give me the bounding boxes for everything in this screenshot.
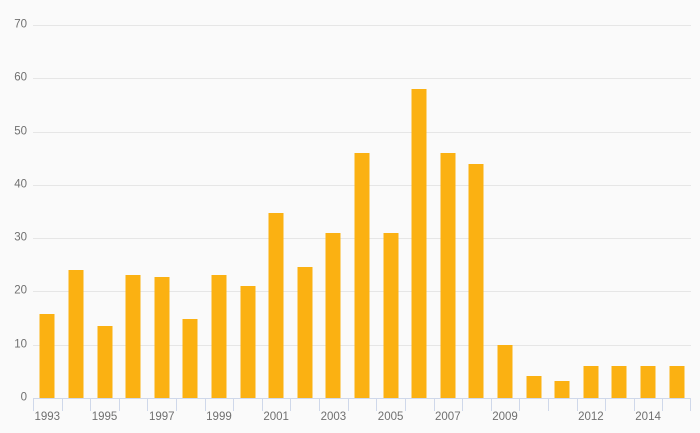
bar-slot — [605, 25, 634, 398]
x-axis-line — [33, 398, 691, 399]
bar-slot — [147, 25, 176, 398]
bar-2001[interactable] — [268, 212, 284, 398]
x-axis-tick — [376, 398, 378, 411]
bar-slot — [577, 25, 606, 398]
bar-slot — [519, 25, 548, 398]
bar-slot — [462, 25, 491, 398]
bar-2007[interactable] — [440, 152, 456, 398]
bar-slot — [434, 25, 463, 398]
bar-2004[interactable] — [354, 152, 370, 398]
x-axis-tick — [176, 398, 178, 411]
x-axis-tick — [576, 398, 578, 411]
x-axis-tick — [147, 398, 149, 411]
bar-2009[interactable] — [497, 344, 513, 398]
x-axis-tick — [519, 398, 521, 411]
x-axis-tick-label: 2001 — [263, 411, 289, 423]
plot-area — [33, 25, 691, 399]
bar-slot — [376, 25, 405, 398]
x-axis-tick-label: 1999 — [206, 411, 232, 423]
x-axis-tick — [662, 398, 664, 411]
bar-1998[interactable] — [182, 319, 198, 398]
x-axis-tick-label: 1995 — [91, 411, 118, 423]
x-axis-tick — [633, 398, 635, 411]
bar-slot — [233, 25, 262, 398]
y-axis-tick-label: 50 — [14, 124, 27, 137]
bar-2010[interactable] — [526, 375, 542, 398]
y-axis-tick-label: 30 — [14, 231, 27, 244]
x-axis: 1993 1995 1997 1999 2001 2003 2005 2007 2009 2012… — [33, 398, 691, 433]
x-axis-tick-label: 1993 — [34, 411, 61, 423]
x-axis-tick — [90, 398, 92, 411]
x-axis-tick-label: 2003 — [320, 411, 347, 423]
x-axis-tick — [462, 398, 464, 411]
bar-2014[interactable] — [640, 366, 656, 398]
bar-series — [33, 25, 691, 398]
x-axis-tick — [33, 398, 34, 411]
bar-1994[interactable] — [68, 270, 84, 398]
y-axis-labels: 0 10 20 30 40 50 60 70 — [0, 19, 27, 403]
x-axis-tick — [433, 398, 435, 411]
x-axis-tick-label: 2005 — [377, 411, 404, 423]
bar-2008[interactable] — [468, 163, 484, 398]
x-axis-tick — [690, 398, 691, 411]
x-axis-tick-label: 1997 — [148, 411, 175, 423]
y-axis-tick-label: 40 — [14, 178, 27, 191]
x-axis-tick — [261, 398, 263, 411]
x-axis-tick — [61, 398, 63, 411]
bar-2006[interactable] — [411, 88, 427, 398]
bar-slot — [90, 25, 119, 398]
y-axis-tick-label: 60 — [14, 71, 27, 84]
bar-slot — [405, 25, 434, 398]
bar-1995[interactable] — [97, 326, 112, 398]
bar-slot — [662, 25, 691, 398]
bar-slot — [319, 25, 348, 398]
bar-slot — [634, 25, 663, 398]
bar-slot — [348, 25, 377, 398]
bar-slot — [491, 25, 520, 398]
x-axis-tick-label: 2009 — [492, 411, 518, 423]
x-axis-tick — [404, 398, 406, 411]
y-axis-tick-label: 20 — [14, 284, 27, 297]
bar-2003[interactable] — [325, 232, 341, 398]
bar-2015[interactable] — [669, 366, 685, 398]
x-axis-tick — [233, 398, 235, 411]
bar-1997[interactable] — [154, 276, 170, 398]
bar-2011[interactable] — [554, 381, 570, 398]
x-axis-tick — [319, 398, 321, 411]
bar-slot — [176, 25, 205, 398]
y-axis-tick-label: 0 — [20, 391, 27, 404]
bar-slot — [33, 25, 62, 398]
x-axis-tick — [118, 398, 120, 411]
bar-slot — [262, 25, 291, 398]
x-axis-tick — [347, 398, 349, 411]
bar-1999[interactable] — [211, 275, 227, 398]
bar-2012[interactable] — [583, 366, 599, 398]
bar-2002[interactable] — [297, 266, 313, 398]
bar-2013[interactable] — [611, 366, 627, 398]
y-axis-tick-label: 70 — [14, 18, 27, 31]
bar-2005[interactable] — [383, 232, 399, 398]
bar-slot — [205, 25, 234, 398]
x-axis-tick — [290, 398, 292, 411]
bar-2000[interactable] — [240, 286, 256, 398]
bar-1993[interactable] — [39, 314, 55, 398]
y-axis-tick-label: 10 — [14, 337, 27, 350]
x-axis-tick-label: 2012 — [578, 411, 604, 423]
x-axis-tick — [547, 398, 549, 411]
bar-1996[interactable] — [125, 274, 141, 398]
x-axis-tick — [204, 398, 206, 411]
bar-slot — [548, 25, 577, 398]
x-axis-tick-label: 2014 — [635, 411, 661, 423]
bar-slot — [119, 25, 148, 398]
bar-slot — [62, 25, 91, 398]
x-axis-tick — [490, 398, 492, 411]
bar-slot — [290, 25, 319, 398]
x-axis-tick-label: 2007 — [435, 411, 461, 423]
x-axis-tick — [605, 398, 607, 411]
